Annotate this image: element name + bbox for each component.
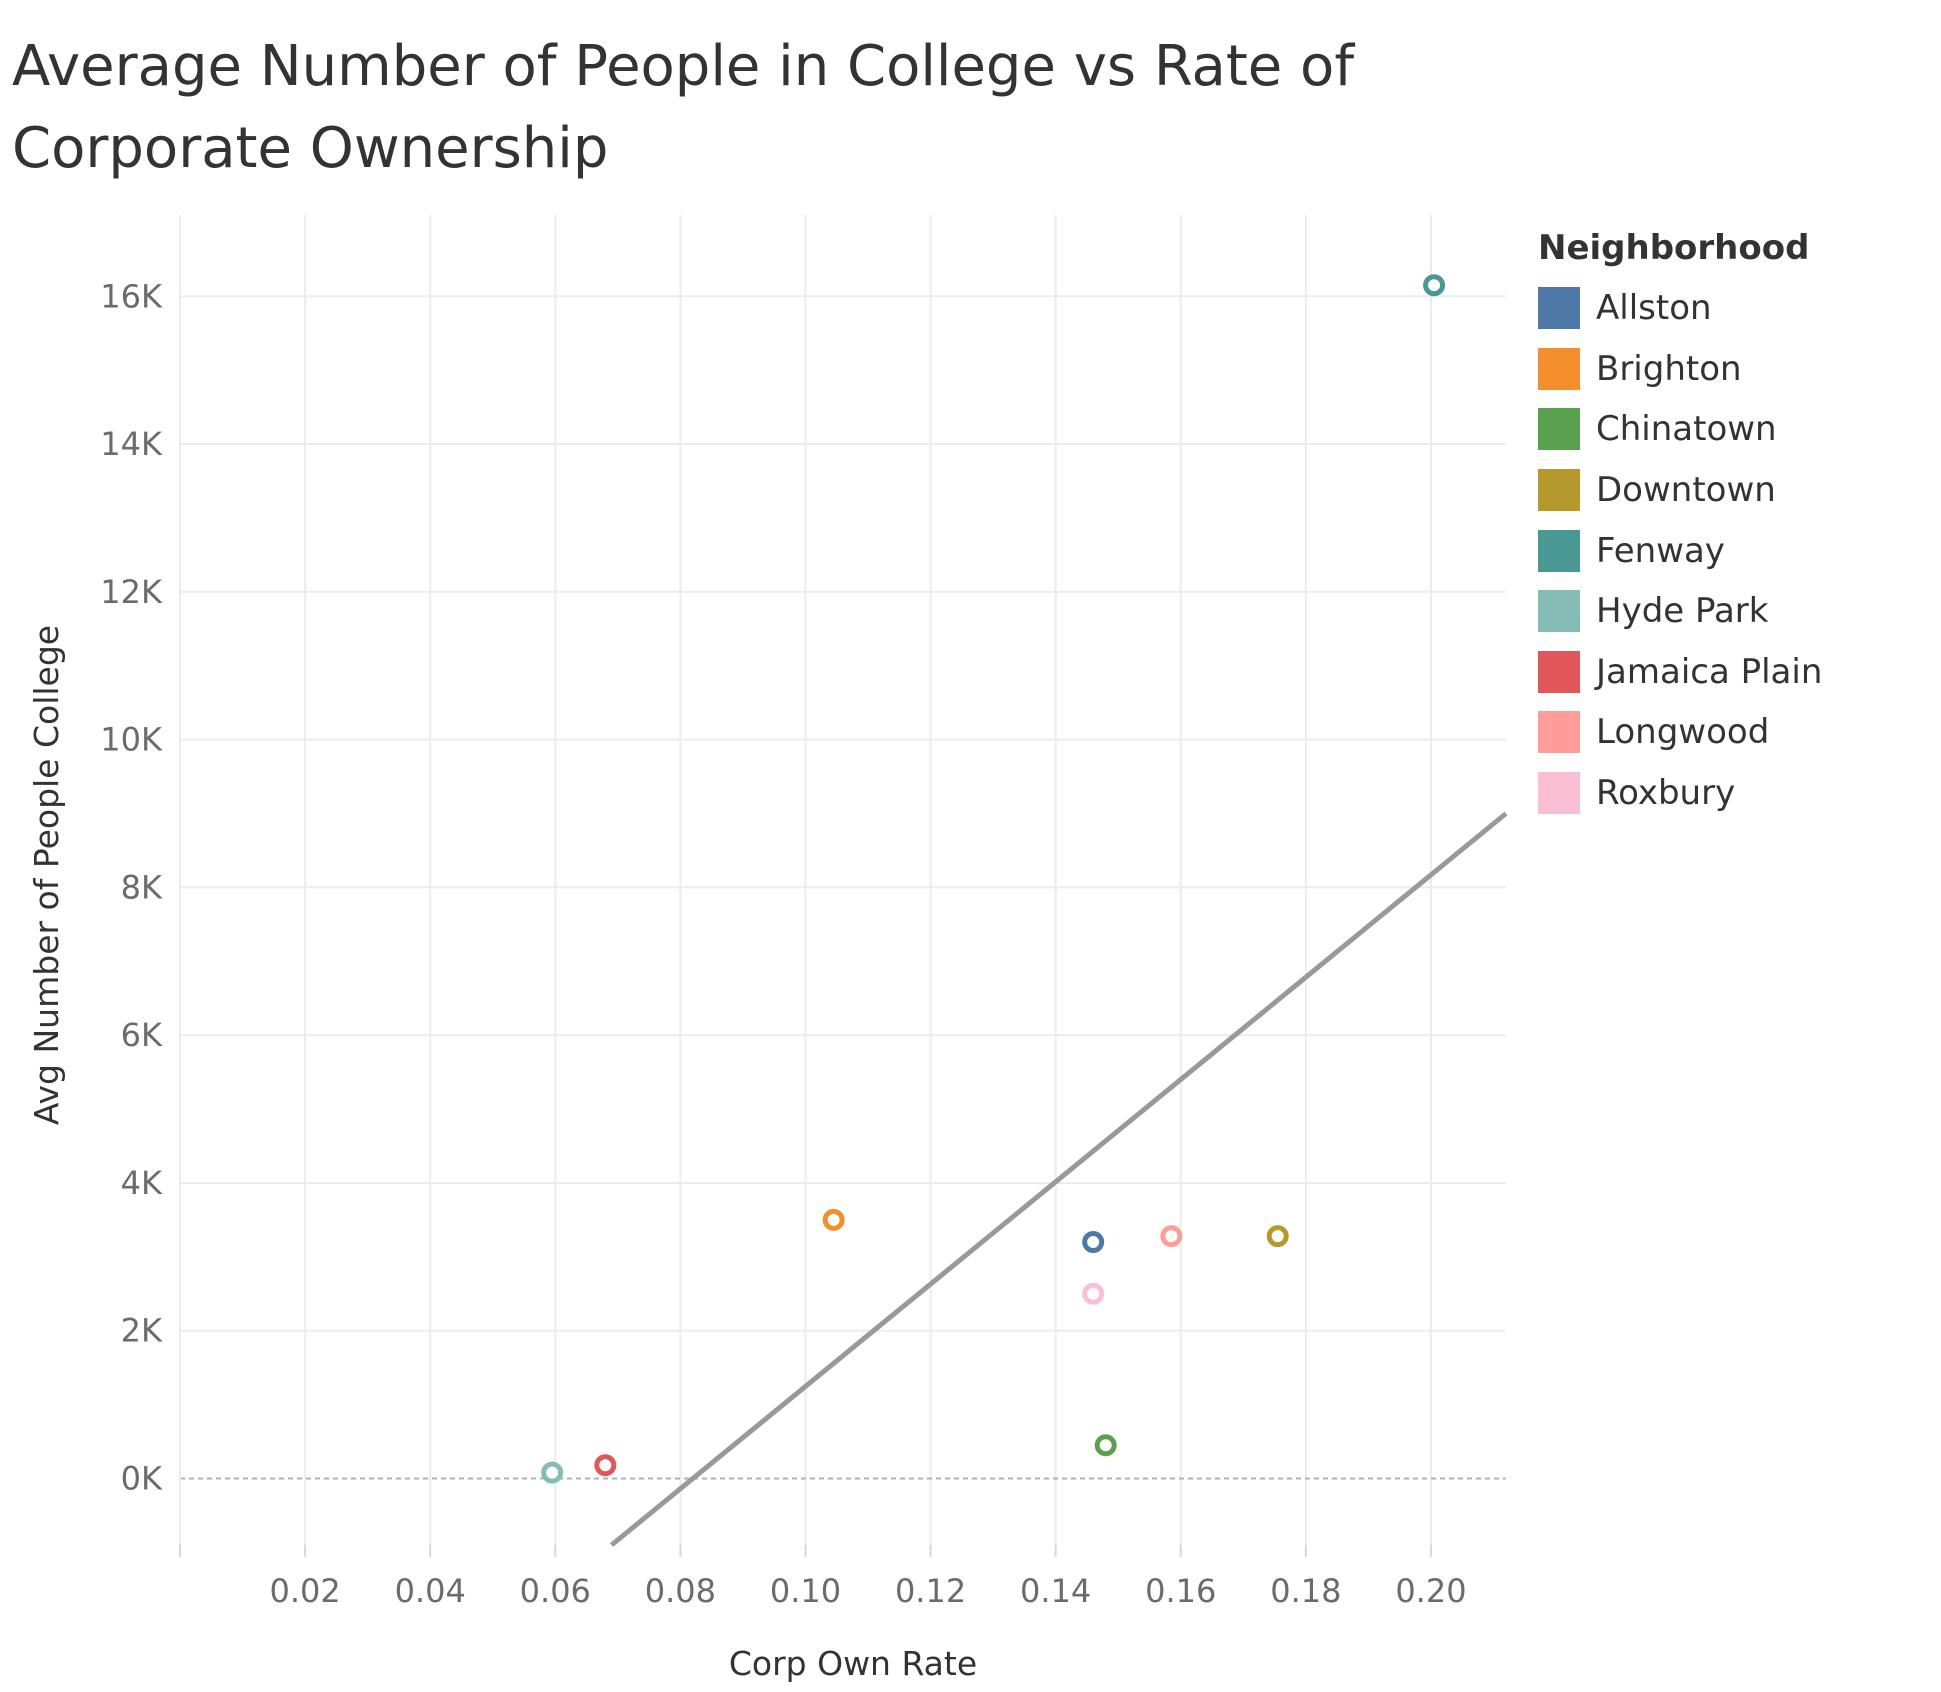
y-tick-label: 8K	[121, 868, 163, 906]
legend-swatch	[1538, 711, 1580, 754]
legend-label: Downtown	[1596, 470, 1776, 511]
legend-item-longwood: Longwood	[1538, 702, 1822, 763]
legend-item-roxbury: Roxbury	[1538, 763, 1822, 824]
legend-label: Allston	[1596, 288, 1712, 329]
y-tick-label: 4K	[121, 1164, 163, 1202]
y-tick-label: 10K	[100, 721, 163, 759]
legend-item-hyde-park: Hyde Park	[1538, 581, 1822, 642]
x-tick-label: 0.18	[1270, 1572, 1341, 1610]
legend-label: Hyde Park	[1596, 591, 1769, 632]
legend-item-jamaica-plain: Jamaica Plain	[1538, 642, 1822, 703]
legend-label: Longwood	[1596, 712, 1770, 753]
legend-swatch	[1538, 529, 1580, 572]
legend-item-fenway: Fenway	[1538, 520, 1822, 581]
legend-swatch	[1538, 590, 1580, 633]
legend-swatch	[1538, 287, 1580, 330]
x-axis-label: Corp Own Rate	[729, 1644, 977, 1683]
y-tick-label: 12K	[100, 573, 163, 611]
legend-swatch	[1538, 469, 1580, 512]
legend: Neighborhood Allston Brighton Chinatown Dow…	[1538, 226, 1822, 823]
x-tick-label: 0.02	[269, 1572, 340, 1610]
data-point-downtown	[1266, 1225, 1289, 1248]
legend-swatch	[1538, 347, 1580, 390]
data-point-brighton	[822, 1208, 845, 1231]
legend-label: Brighton	[1596, 348, 1742, 389]
data-point-longwood	[1160, 1225, 1183, 1248]
x-tick-label: 0.14	[1020, 1572, 1091, 1610]
legend-item-brighton: Brighton	[1538, 339, 1822, 400]
x-tick-label: 0.08	[645, 1572, 716, 1610]
legend-label: Chinatown	[1596, 409, 1777, 450]
data-point-jamaica-plain	[594, 1454, 617, 1477]
data-point-hyde-park	[541, 1461, 564, 1484]
y-tick-label: 2K	[121, 1312, 163, 1350]
grid-layer	[179, 215, 1506, 1557]
legend-swatch	[1538, 650, 1580, 693]
legend-label: Jamaica Plain	[1596, 651, 1823, 692]
legend-items: Allston Brighton Chinatown Downtown Fenway Hy…	[1538, 278, 1822, 823]
x-tick-label: 0.20	[1395, 1572, 1466, 1610]
legend-swatch	[1538, 772, 1580, 815]
x-axis-ticks: 0.02 0.04 0.06 0.08 0.10 0.12 0.14 0.16 0.18 0.20	[269, 1572, 1466, 1610]
x-tick-label: 0.10	[770, 1572, 841, 1610]
y-axis-label: Avg Number of People College	[27, 625, 66, 1125]
data-point-chinatown	[1094, 1434, 1117, 1457]
y-axis-ticks: 0K 2K 4K 6K 8K 10K 12K 14K 16K	[100, 277, 163, 1497]
y-tick-label: 14K	[100, 425, 163, 463]
data-point-allston	[1082, 1231, 1105, 1254]
x-tick-label: 0.06	[520, 1572, 591, 1610]
legend-item-downtown: Downtown	[1538, 460, 1822, 521]
y-tick-label: 6K	[121, 1016, 163, 1054]
legend-label: Fenway	[1596, 530, 1725, 571]
x-tick-label: 0.12	[895, 1572, 966, 1610]
x-tick-label: 0.04	[395, 1572, 466, 1610]
y-tick-label: 16K	[100, 277, 163, 315]
trend-line	[609, 811, 1508, 1547]
legend-item-allston: Allston	[1538, 278, 1822, 339]
legend-item-chinatown: Chinatown	[1538, 399, 1822, 460]
data-point-roxbury	[1082, 1282, 1105, 1305]
data-points	[541, 274, 1446, 1484]
y-tick-label: 0K	[121, 1460, 163, 1498]
legend-title: Neighborhood	[1538, 228, 1810, 268]
legend-label: Roxbury	[1596, 773, 1736, 814]
chart-title: Average Number of People in College vs R…	[12, 34, 1355, 181]
data-point-fenway	[1423, 274, 1446, 297]
legend-swatch	[1538, 408, 1580, 451]
x-tick-label: 0.16	[1145, 1572, 1216, 1610]
trend-line-layer	[609, 811, 1508, 1547]
